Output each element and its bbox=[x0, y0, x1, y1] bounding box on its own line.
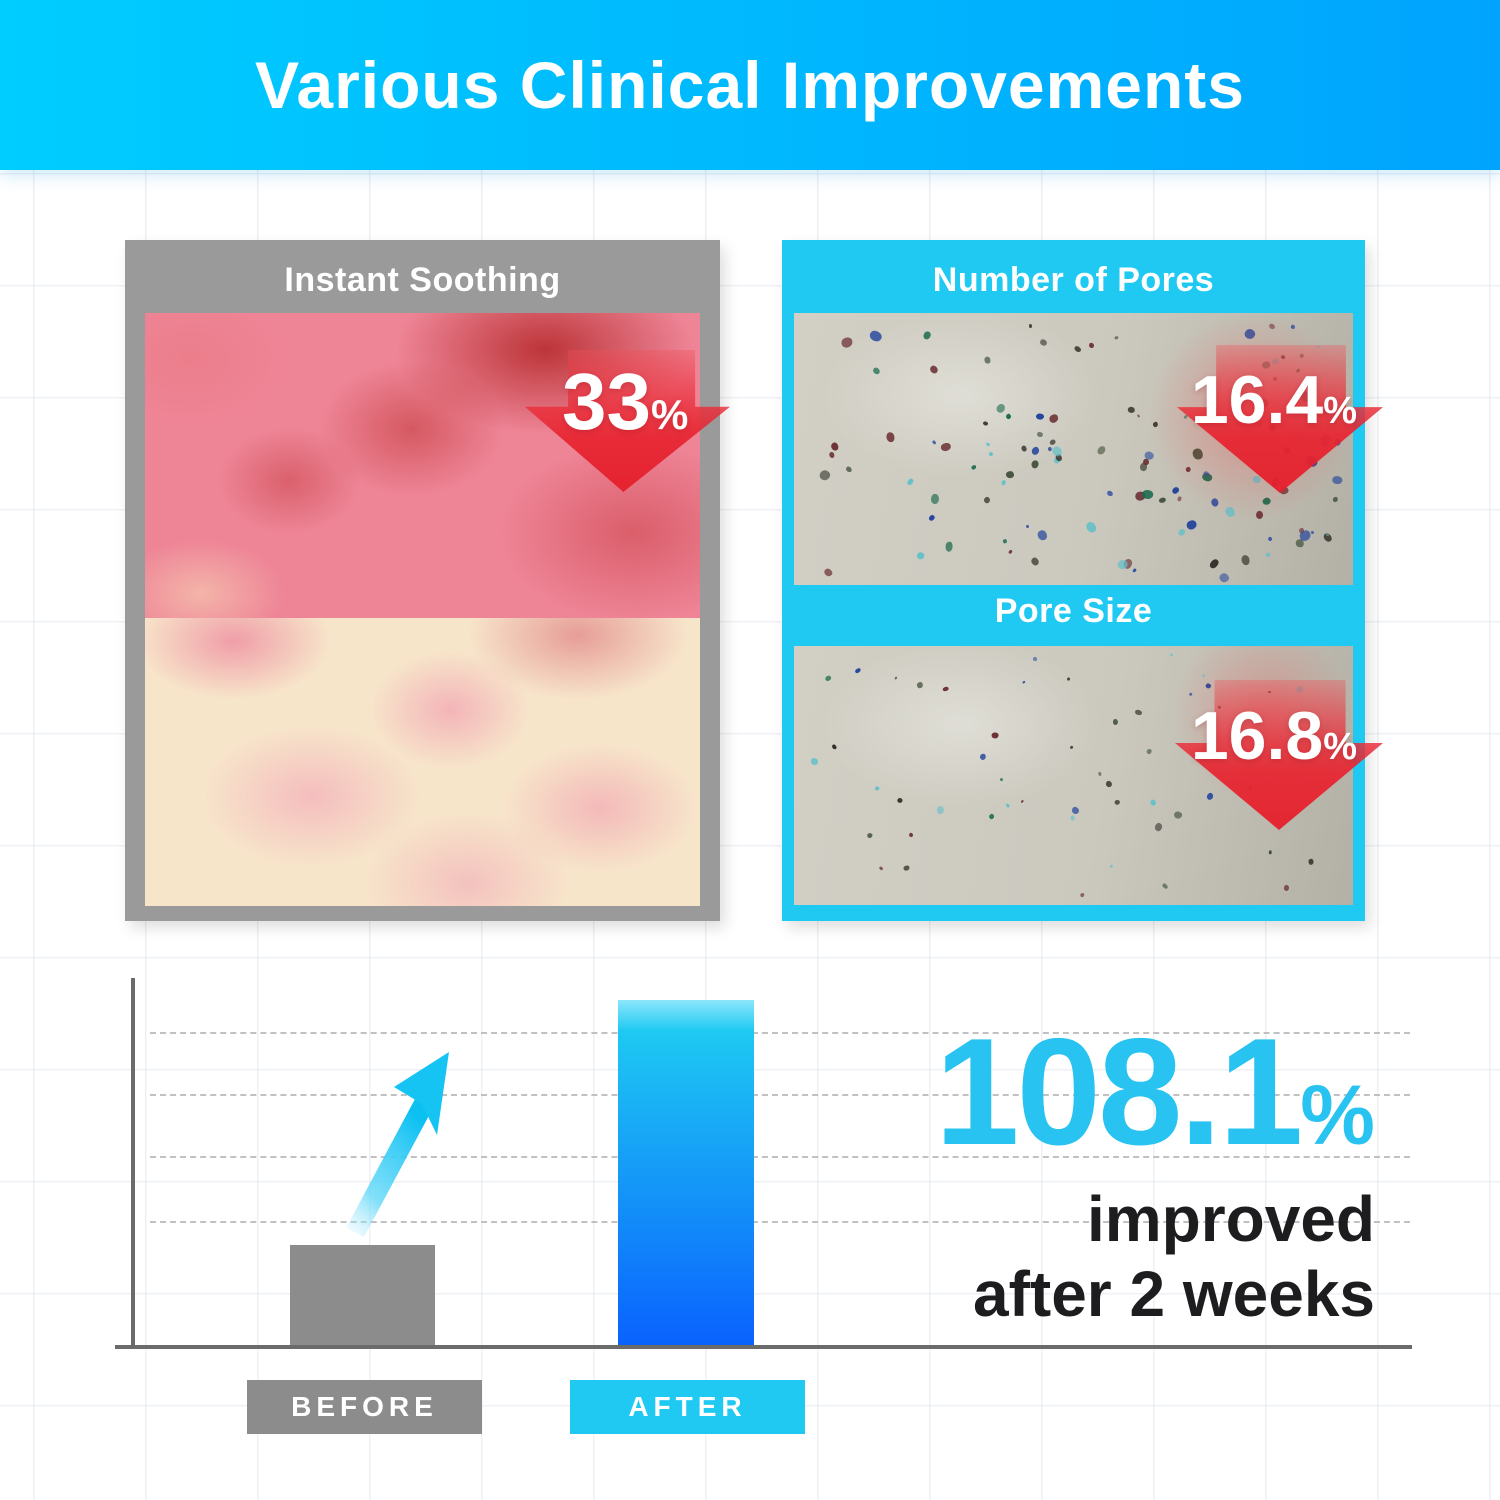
gridline bbox=[150, 1094, 1410, 1096]
caption-line2: after 2 weeks bbox=[972, 1257, 1375, 1330]
improvement-value: 108.1% bbox=[935, 1016, 1375, 1168]
improvement-percent-sign: % bbox=[1300, 1068, 1375, 1162]
pore-size-percentage: 16.8% bbox=[1191, 702, 1357, 770]
caption-line1: improved bbox=[1086, 1183, 1375, 1255]
skin-soothed-after-half bbox=[145, 618, 700, 906]
legend-chip-before: BEFORE bbox=[247, 1380, 482, 1434]
number-of-pores-title: Number of Pores bbox=[932, 261, 1215, 299]
before-bar bbox=[290, 1245, 435, 1345]
chart-y-axis bbox=[131, 978, 135, 1349]
gridline bbox=[150, 1156, 1410, 1158]
improvement-number: 108.1 bbox=[934, 1007, 1303, 1177]
gridline bbox=[150, 1032, 1410, 1034]
soothing-percentage: 33% bbox=[562, 362, 688, 442]
pore-size-value: 16.8 bbox=[1190, 698, 1324, 774]
pore-size-title: Pore Size bbox=[994, 592, 1153, 630]
soothing-value: 33 bbox=[562, 357, 651, 446]
pores-percentage: 16.4% bbox=[1191, 366, 1357, 434]
chart-x-axis bbox=[115, 1345, 1412, 1349]
pores-value: 16.4 bbox=[1190, 362, 1324, 438]
gridline bbox=[150, 1221, 1410, 1223]
soothing-percent-sign: % bbox=[650, 391, 689, 438]
improvement-caption: improved after 2 weeks bbox=[935, 1182, 1375, 1332]
improvement-result: 108.1% improved after 2 weeks bbox=[935, 1016, 1375, 1332]
instant-soothing-title: Instant Soothing bbox=[284, 261, 561, 299]
pores-percent-sign: % bbox=[1323, 390, 1357, 432]
instant-soothing-card: Instant Soothing bbox=[125, 240, 720, 921]
after-bar bbox=[618, 1000, 754, 1345]
header-banner: Various Clinical Improvements bbox=[0, 0, 1500, 170]
trend-up-arrow-icon bbox=[346, 1052, 449, 1237]
page-title: Various Clinical Improvements bbox=[255, 48, 1245, 122]
pore-size-percent-sign: % bbox=[1323, 726, 1357, 768]
legend-chip-after: AFTER bbox=[570, 1380, 805, 1434]
